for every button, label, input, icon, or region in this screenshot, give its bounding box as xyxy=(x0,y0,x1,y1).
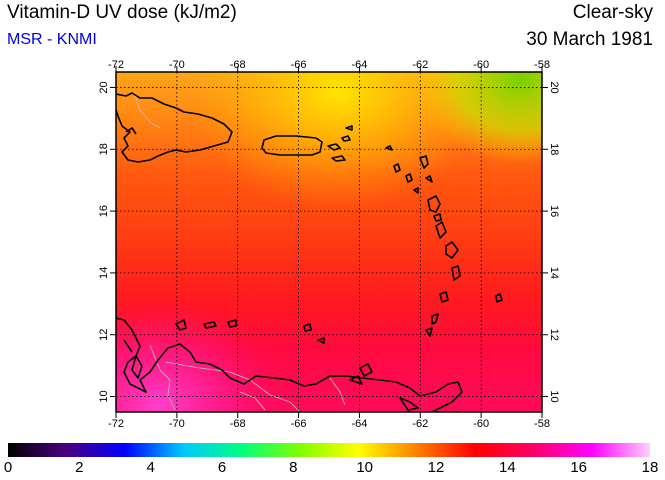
colorbar xyxy=(8,443,650,457)
lat-label-left: 16 xyxy=(98,205,110,217)
lat-label-right: 20 xyxy=(548,81,560,93)
lat-label-right: 10 xyxy=(548,390,560,402)
colorbar-tick-label: 8 xyxy=(289,459,298,476)
lon-label-bottom: -72 xyxy=(108,418,124,430)
uv-dose-field xyxy=(116,72,542,412)
axis-tick-labels: -72 -72 -70 -70 -68 -68 -66 -66 -64 -64 -62 -62 -60 -… xyxy=(98,59,560,430)
coast-hispaniola xyxy=(116,92,233,163)
lat-label-left: 14 xyxy=(98,267,110,279)
date-label: 30 March 1981 xyxy=(526,29,653,50)
lon-label-top: -60 xyxy=(473,59,489,71)
colorbar-tick-label: 16 xyxy=(570,459,587,476)
lon-label-top: -72 xyxy=(108,59,124,71)
colorbar-tick-label: 12 xyxy=(427,459,445,476)
colorbar-tick-label: 4 xyxy=(146,459,155,476)
coast-puerto-rico xyxy=(261,135,323,156)
axis-ticks xyxy=(110,66,548,418)
lon-label-bottom: -62 xyxy=(412,418,428,430)
colorbar-tick-label: 18 xyxy=(641,459,659,476)
map-frame xyxy=(115,71,543,413)
lon-label-top: -62 xyxy=(412,59,428,71)
lat-label-left: 10 xyxy=(98,390,110,402)
lon-label-top: -66 xyxy=(291,59,307,71)
lon-label-bottom: -70 xyxy=(169,418,185,430)
lat-label-left: 12 xyxy=(98,329,110,341)
lat-label-right: 12 xyxy=(548,329,560,341)
colorbar-tick-label: 10 xyxy=(356,459,373,476)
lon-label-bottom: -64 xyxy=(351,418,367,430)
graticule xyxy=(116,72,542,412)
lon-label-bottom: -58 xyxy=(534,418,550,430)
colorbar-tick-label: 14 xyxy=(498,459,516,476)
map-title: Vitamin-D UV dose (kJ/m2) xyxy=(7,2,237,23)
colorbar-tick-label: 6 xyxy=(217,459,227,476)
lon-label-top: -70 xyxy=(169,59,185,71)
lon-label-top: -58 xyxy=(534,59,550,71)
lat-label-right: 18 xyxy=(548,143,560,155)
colorbar-tick-label: 2 xyxy=(75,459,84,476)
source-label: MSR - KNMI xyxy=(7,31,97,48)
sky-condition-label: Clear-sky xyxy=(572,2,653,23)
lon-label-top: -64 xyxy=(351,59,367,71)
lon-label-bottom: -66 xyxy=(291,418,307,430)
lon-label-bottom: -60 xyxy=(473,418,489,430)
lon-label-top: -68 xyxy=(230,59,246,71)
lat-label-left: 18 xyxy=(98,143,110,155)
lat-label-left: 20 xyxy=(98,81,110,93)
lat-label-right: 14 xyxy=(548,267,560,279)
colorbar-tick-label: 0 xyxy=(3,459,13,476)
lon-label-bottom: -68 xyxy=(230,418,246,430)
lat-label-right: 16 xyxy=(548,205,560,217)
coastlines xyxy=(116,92,503,412)
coast-south-america xyxy=(116,317,463,412)
